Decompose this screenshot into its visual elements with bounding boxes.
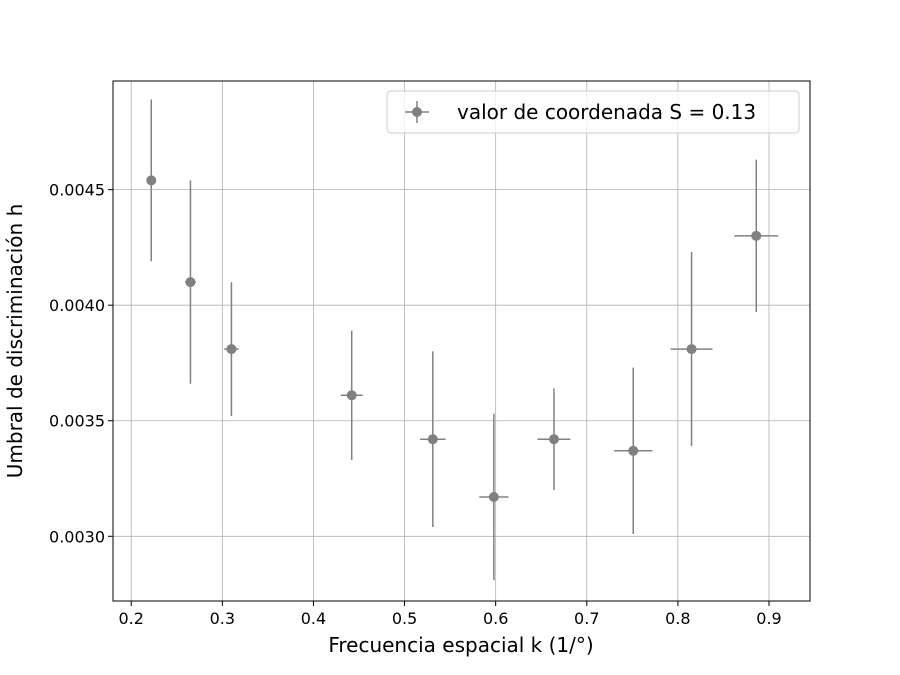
data-point [488, 492, 499, 502]
legend-marker-icon [412, 107, 422, 117]
x-axis: 0.2 0.3 0.4 0.5 0.6 0.7 0.8 0.9 [118, 601, 782, 628]
y-tick-label: 0.0045 [49, 181, 105, 200]
grid [113, 81, 810, 601]
legend-label: valor de coordenada S = 0.13 [457, 100, 756, 124]
data-points [146, 99, 779, 581]
legend-box [386, 90, 800, 134]
data-point [427, 434, 438, 445]
plot-frame [112, 80, 811, 602]
x-tick-label: 0.5 [392, 609, 417, 628]
x-tick-label: 0.2 [118, 609, 143, 628]
data-point [628, 445, 639, 456]
x-axis-label: Frecuencia espacial k (1/°) [328, 633, 593, 657]
x-tick-label: 0.9 [756, 609, 781, 628]
data-point [185, 277, 196, 288]
x-tick-label: 0.4 [301, 609, 326, 628]
data-point [346, 390, 357, 401]
data-point [548, 434, 559, 445]
y-tick-label: 0.0030 [49, 527, 105, 546]
data-point [751, 230, 762, 241]
y-tick-label: 0.0040 [49, 296, 105, 315]
y-axis-label: Umbral de discriminación h [3, 204, 27, 478]
x-tick-label: 0.7 [574, 609, 599, 628]
data-point [226, 344, 237, 355]
x-tick-label: 0.6 [483, 609, 508, 628]
y-axis: 0.0030 0.0035 0.0040 0.0045 [49, 181, 113, 546]
data-point [686, 344, 697, 355]
y-tick-label: 0.0035 [49, 412, 105, 431]
x-tick-label: 0.3 [210, 609, 235, 628]
x-tick-label: 0.8 [665, 609, 690, 628]
legend: valor de coordenada S = 0.13 [386, 90, 800, 134]
data-point [146, 175, 157, 186]
